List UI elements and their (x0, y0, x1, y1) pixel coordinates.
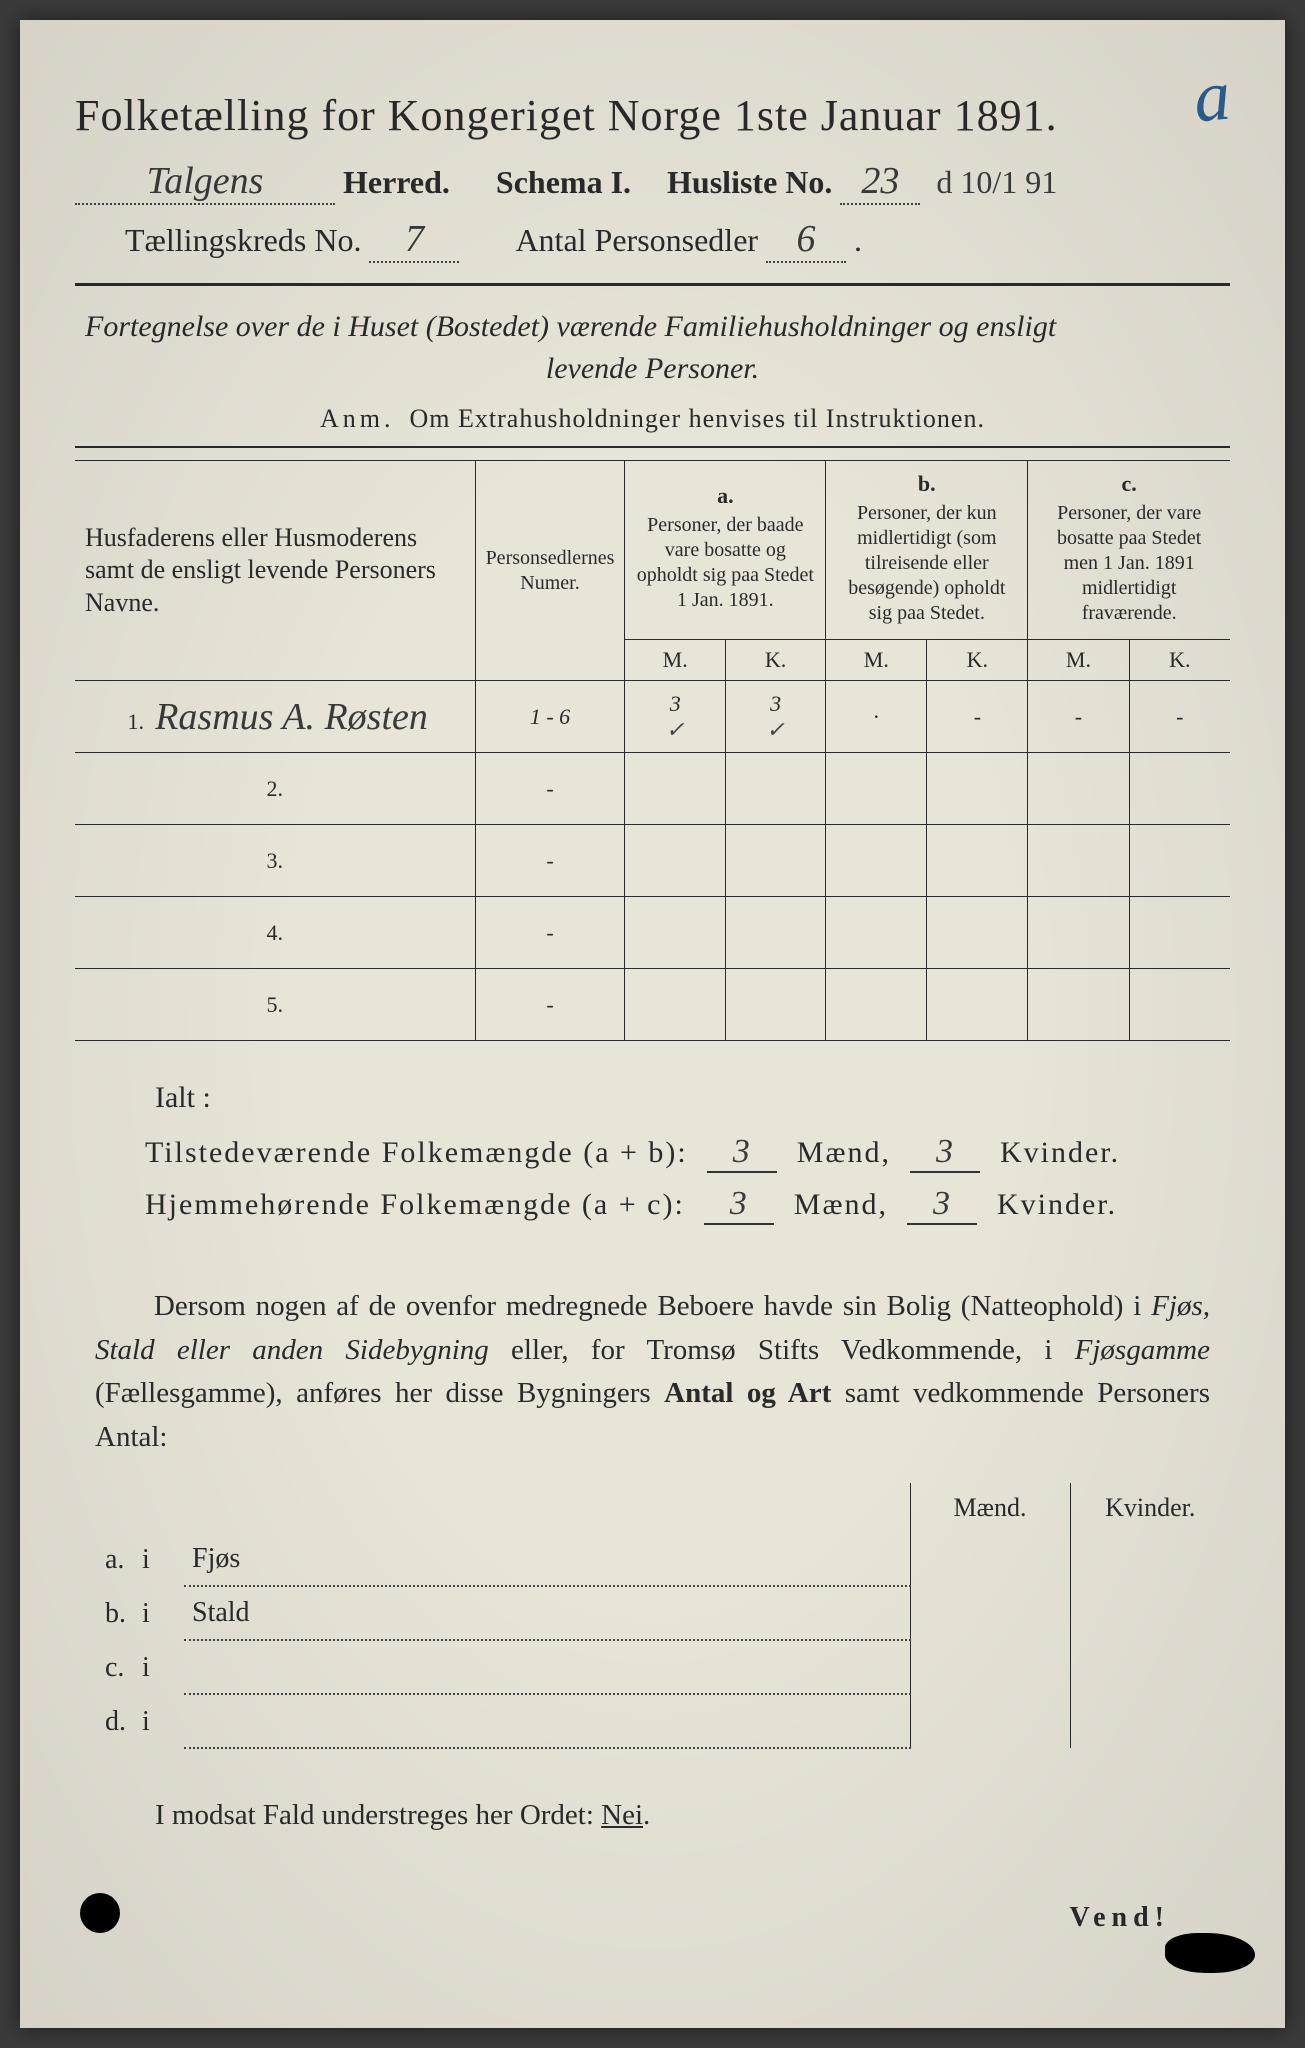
group-b-header: b. Personer, der kun midlertidigt (som t… (826, 461, 1028, 640)
col-name-header: Husfaderens eller Husmoderens samt de en… (75, 461, 475, 681)
anm-prefix: Anm. (320, 404, 395, 433)
personsedler-value: 6 (766, 217, 846, 263)
col-num-header: Personsedlernes Numer. (475, 461, 625, 681)
subtable-row: b. i Stald (75, 1586, 1230, 1640)
schema-label: Schema I. (496, 164, 631, 201)
nei-line: I modsat Fald understreges her Ordet: Ne… (75, 1799, 1230, 1832)
husliste-value: 23 (840, 159, 920, 205)
mk-header: K. (1129, 640, 1230, 681)
totals-line-1: Tilstedeværende Folkemængde (a + b): 3 M… (145, 1133, 1230, 1173)
divider (75, 283, 1230, 286)
subtable-row: c. i (75, 1640, 1230, 1694)
table-row: 2. - (75, 753, 1230, 825)
kreds-label: Tællingskreds No. (125, 222, 361, 259)
mk-header: M. (625, 640, 726, 681)
mk-header: K. (927, 640, 1028, 681)
herred-label: Herred. (343, 164, 450, 201)
corner-annotation: a (1190, 54, 1233, 140)
table-row: 1. Rasmus A. Røsten 1 - 6 3✓ 3✓ · - - - (75, 681, 1230, 753)
mk-header: M. (1028, 640, 1129, 681)
table-row: 3. - (75, 825, 1230, 897)
table-row: 4. - (75, 897, 1230, 969)
husliste-label: Husliste No. (667, 164, 832, 201)
personsedler-label: Antal Personsedler (515, 222, 758, 259)
subtable-row: d. i (75, 1694, 1230, 1748)
mk-header: K. (725, 640, 825, 681)
header-line-1: Talgens Herred. Schema I. Husliste No. 2… (75, 159, 1230, 205)
ink-blot (80, 1893, 120, 1933)
census-form-page: a Folketælling for Kongeriget Norge 1ste… (20, 20, 1285, 2028)
divider (75, 446, 1230, 448)
anm-note: Anm. Om Extrahusholdninger henvises til … (75, 404, 1230, 434)
subtable-row: a. i Fjøs (75, 1533, 1230, 1586)
ink-blot (1165, 1933, 1255, 1973)
mk-header: M. (826, 640, 927, 681)
vend-label: Vend! (75, 1902, 1230, 1934)
totals-line-2: Hjemmehørende Folkemængde (a + c): 3 Mæn… (145, 1185, 1230, 1225)
paragraph-text: Dersom nogen af de ovenfor medregnede Be… (75, 1285, 1230, 1459)
group-c-header: c. Personer, der vare bosatte paa Stedet… (1028, 461, 1230, 640)
description-line1: Fortegnelse over de i Huset (Bostedet) v… (75, 306, 1230, 348)
kreds-value: 7 (369, 217, 459, 263)
table-row: 5. - (75, 969, 1230, 1041)
kvinder-header: Kvinder. (1070, 1483, 1230, 1533)
group-a-header: a. Personer, der baade vare bosatte og o… (625, 461, 826, 640)
totals-section: Ialt : Tilstedeværende Folkemængde (a + … (75, 1081, 1230, 1225)
date-annotation: d 10/1 91 (936, 164, 1057, 201)
ialt-label: Ialt : (145, 1081, 1230, 1115)
description-line2: levende Personer. (75, 348, 1230, 390)
maend-header: Mænd. (910, 1483, 1070, 1533)
census-table: Husfaderens eller Husmoderens samt de en… (75, 460, 1230, 1041)
anm-text: Om Extrahusholdninger henvises til Instr… (410, 404, 985, 433)
herred-value: Talgens (75, 159, 335, 205)
header-line-2: Tællingskreds No. 7 Antal Personsedler 6… (75, 217, 1230, 263)
page-title: Folketælling for Kongeriget Norge 1ste J… (75, 90, 1230, 141)
sub-table: Mænd. Kvinder. a. i Fjøs b. i Stald c. i… (75, 1483, 1230, 1749)
